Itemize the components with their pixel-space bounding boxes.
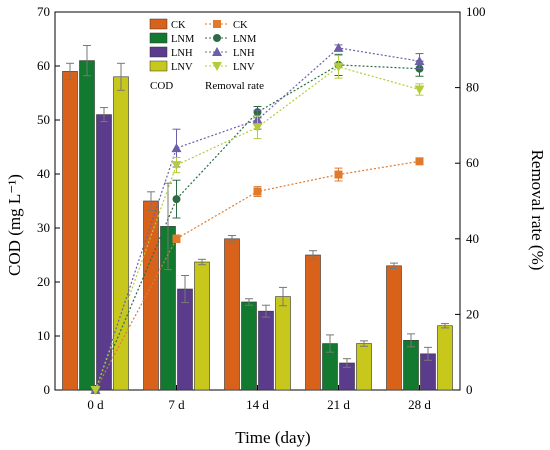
legend-line-marker <box>212 62 222 71</box>
line-point-ck <box>334 170 343 179</box>
legend-cod-header: COD <box>150 80 173 92</box>
bar-lnv <box>275 296 291 391</box>
bar-lnh <box>96 114 112 391</box>
y-right-tick-label: 20 <box>466 306 479 321</box>
y-left-axis-title: COD (mg L⁻¹) <box>5 174 24 276</box>
line-point-lnh <box>333 42 344 52</box>
line-point-lnh <box>171 143 182 153</box>
bar-ck <box>305 254 321 391</box>
y-left-tick-label: 30 <box>37 220 50 235</box>
legend-line-marker <box>213 34 221 42</box>
line-point-lnv <box>414 85 425 95</box>
x-tick-label: 0 d <box>87 397 104 412</box>
legend-bar-swatch <box>149 46 168 58</box>
y-left-tick-label: 10 <box>37 328 50 343</box>
legend-bar-label: CK <box>171 20 186 31</box>
legend-line-marker <box>213 20 221 28</box>
line-point-lnv <box>333 62 344 72</box>
bar-lnv <box>194 261 210 391</box>
x-tick-label: 21 d <box>327 397 350 412</box>
bar-ck <box>386 265 402 391</box>
y-right-tick-label: 80 <box>466 80 479 95</box>
legend-bar-label: LNH <box>171 48 193 59</box>
y-right-tick-label: 40 <box>466 231 479 246</box>
line-point-lnm <box>172 195 181 204</box>
bar-lnm <box>79 60 95 391</box>
y-left-tick-label: 0 <box>44 382 51 397</box>
legend-line-label: LNM <box>233 34 257 45</box>
bar-ck <box>62 71 78 391</box>
bar-ck <box>143 200 159 391</box>
legend-bar-swatch <box>149 32 168 44</box>
legend-line-label: LNH <box>233 48 255 59</box>
x-tick-label: 28 d <box>408 397 431 412</box>
line-point-ck <box>415 157 424 166</box>
x-tick-label: 7 d <box>168 397 185 412</box>
bar-lnv <box>356 343 372 391</box>
legend-bar-swatch <box>149 18 168 30</box>
y-right-tick-label: 100 <box>466 4 486 19</box>
y-left-tick-label: 20 <box>37 274 50 289</box>
line-point-lnv <box>252 123 263 133</box>
legend-bar-label: LNV <box>171 62 193 73</box>
line-point-lnv <box>171 161 182 171</box>
legend-line-label: CK <box>233 20 248 31</box>
legend-line-label: LNV <box>233 62 255 73</box>
y-right-tick-label: 0 <box>466 382 473 397</box>
legend-bar-label: LNM <box>171 34 195 45</box>
line-point-lnv <box>90 386 101 395</box>
bar-ck <box>224 238 240 391</box>
line-point-ck <box>172 234 181 243</box>
y-left-tick-label: 50 <box>37 112 50 127</box>
line-point-ck <box>253 187 262 196</box>
bar-lnh <box>258 310 274 391</box>
x-tick-label: 14 d <box>246 397 269 412</box>
x-axis-title: Time (day) <box>235 428 310 447</box>
y-right-tick-label: 60 <box>466 155 479 170</box>
legend-bar-swatch <box>149 60 168 72</box>
legend-line-marker <box>212 47 222 56</box>
y-right-axis-title: Removal rate (%) <box>528 150 547 271</box>
y-left-tick-label: 60 <box>37 58 50 73</box>
bar-lnv <box>437 325 453 391</box>
line-point-lnh <box>414 56 425 66</box>
legend: CK LNM LNH LNV CK LNM LNH LNV COD Removal rate <box>149 18 264 92</box>
y-left-tick-label: 40 <box>37 166 50 181</box>
legend-rate-header: Removal rate <box>205 80 264 92</box>
plot-area: 0 10 20 30 40 50 60 70 0 20 40 60 80 100 0 d 7 d 14 d 21 … <box>37 4 486 412</box>
bar-lnh <box>177 288 193 391</box>
bar-lnm <box>403 340 419 391</box>
bar-lnm <box>241 301 257 391</box>
y-left-tick-label: 70 <box>37 4 50 19</box>
